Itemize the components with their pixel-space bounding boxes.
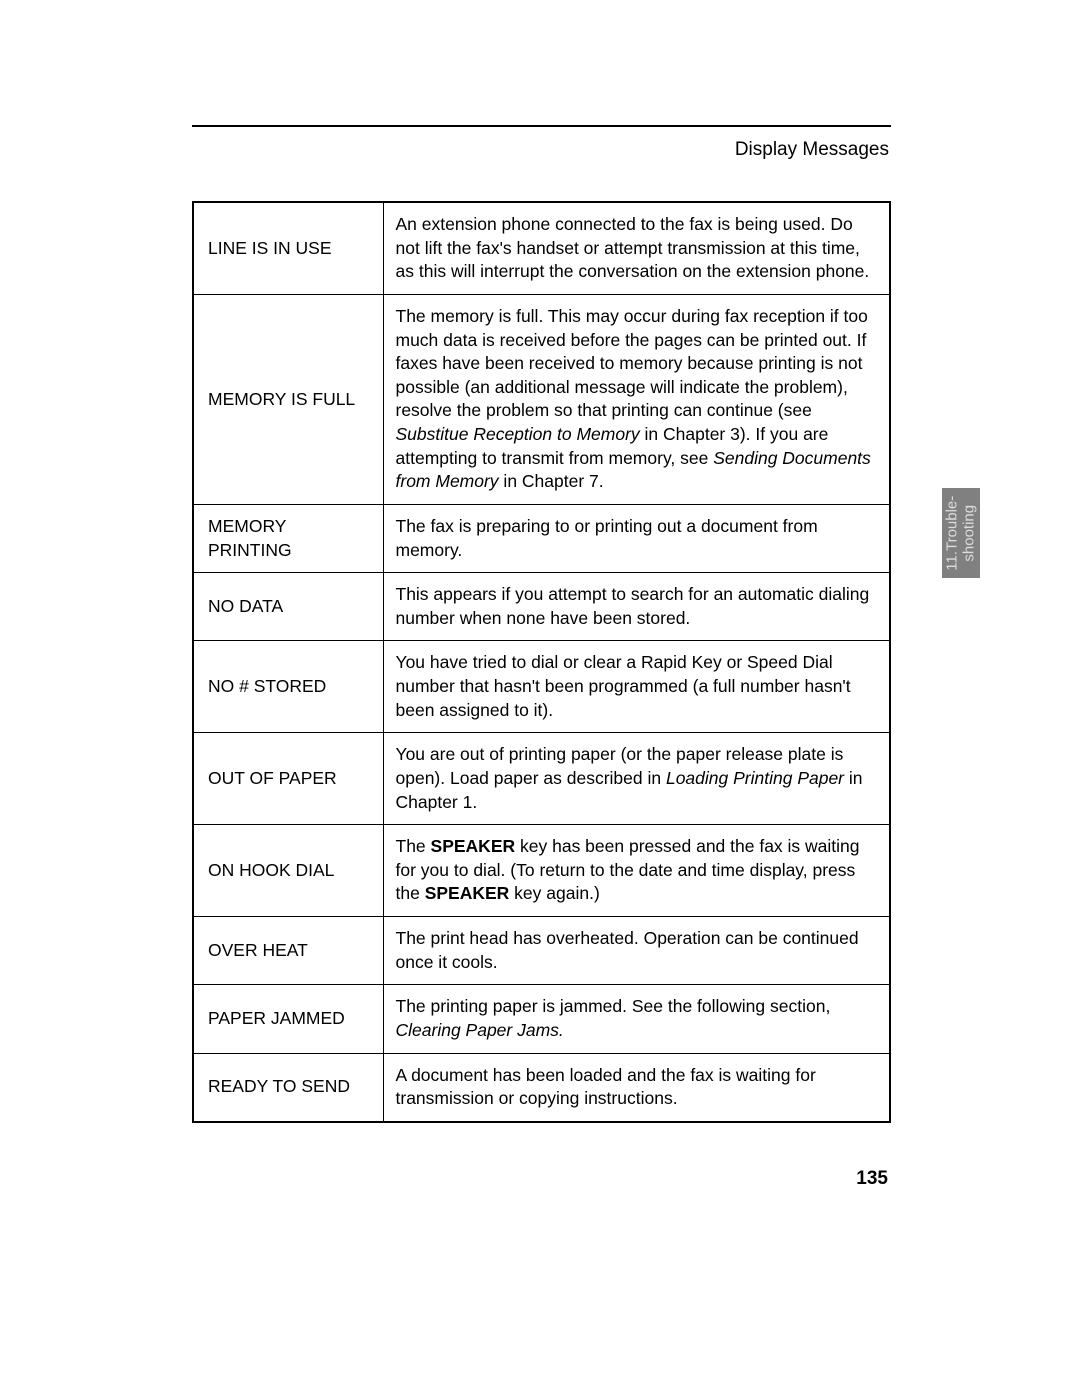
message-cell: ON HOOK DIAL: [193, 825, 383, 917]
description-cell: A document has been loaded and the fax i…: [383, 1053, 890, 1122]
message-cell: LINE IS IN USE: [193, 202, 383, 294]
header-rule: [192, 125, 891, 127]
message-cell: MEMORY IS FULL: [193, 294, 383, 504]
table-row: MEMORY IS FULLThe memory is full. This m…: [193, 294, 890, 504]
message-cell: NO # STORED: [193, 641, 383, 733]
table-row: ON HOOK DIALThe SPEAKER key has been pre…: [193, 825, 890, 917]
page-number: 135: [856, 1168, 888, 1190]
table-row: NO # STOREDYou have tried to dial or cle…: [193, 641, 890, 733]
message-cell: OUT OF PAPER: [193, 733, 383, 825]
tab-text: 11.Trouble- shooting: [944, 495, 979, 570]
messages-table: LINE IS IN USEAn extension phone connect…: [192, 201, 891, 1123]
table-row: PAPER JAMMEDThe printing paper is jammed…: [193, 985, 890, 1053]
description-cell: The printing paper is jammed. See the fo…: [383, 985, 890, 1053]
tab-line1: 11.Trouble-: [944, 495, 961, 570]
chapter-tab: 11.Trouble- shooting: [942, 488, 980, 578]
table-row: READY TO SENDA document has been loaded …: [193, 1053, 890, 1122]
description-cell: The memory is full. This may occur durin…: [383, 294, 890, 504]
description-cell: An extension phone connected to the fax …: [383, 202, 890, 294]
table-row: LINE IS IN USEAn extension phone connect…: [193, 202, 890, 294]
description-cell: This appears if you attempt to search fo…: [383, 573, 890, 641]
description-cell: The SPEAKER key has been pressed and the…: [383, 825, 890, 917]
description-cell: The fax is preparing to or printing out …: [383, 504, 890, 572]
description-cell: You have tried to dial or clear a Rapid …: [383, 641, 890, 733]
page-content: Display Messages LINE IS IN USEAn extens…: [0, 0, 1080, 1123]
tab-line2: shooting: [961, 505, 978, 562]
table-row: OVER HEATThe print head has overheated. …: [193, 917, 890, 985]
message-cell: MEMORY PRINTING: [193, 504, 383, 572]
message-cell: OVER HEAT: [193, 917, 383, 985]
message-cell: NO DATA: [193, 573, 383, 641]
messages-tbody: LINE IS IN USEAn extension phone connect…: [193, 202, 890, 1122]
table-row: OUT OF PAPERYou are out of printing pape…: [193, 733, 890, 825]
page-title: Display Messages: [192, 139, 891, 161]
message-cell: READY TO SEND: [193, 1053, 383, 1122]
table-row: NO DATAThis appears if you attempt to se…: [193, 573, 890, 641]
description-cell: The print head has overheated. Operation…: [383, 917, 890, 985]
description-cell: You are out of printing paper (or the pa…: [383, 733, 890, 825]
message-cell: PAPER JAMMED: [193, 985, 383, 1053]
table-row: MEMORY PRINTINGThe fax is preparing to o…: [193, 504, 890, 572]
